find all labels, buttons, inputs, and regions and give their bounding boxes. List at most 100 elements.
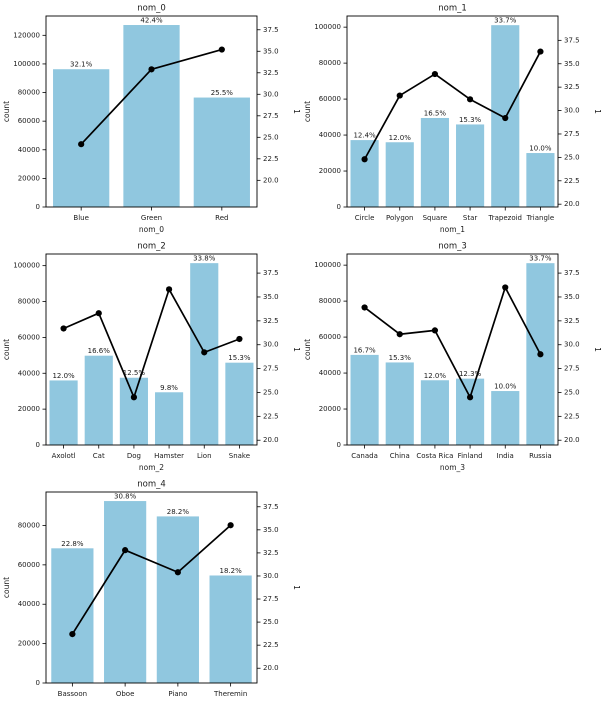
y-tick-label-right: 27.5 xyxy=(564,130,580,138)
bar-Triangle xyxy=(526,153,555,207)
plot-border xyxy=(45,491,258,684)
chart-svg-nom_3: 0 20000 40000 60000 80000 100000 20.0 22.5 25.0 2… xyxy=(303,242,602,473)
bar-Canada xyxy=(350,354,379,445)
y-tick-label-right: 37.5 xyxy=(263,503,279,511)
line-marker xyxy=(396,331,403,338)
bar-value-label: 15.3% xyxy=(389,354,412,362)
x-axis-label: nom_0 xyxy=(139,225,164,234)
y-tick-label-left: 60000 xyxy=(18,117,40,125)
x-tick-label: Triangle xyxy=(526,214,555,222)
x-tick-label: Star xyxy=(463,214,477,222)
y-tick-label-left: 20000 xyxy=(18,405,40,413)
bar-Polygon xyxy=(385,142,414,207)
line-marker xyxy=(236,335,243,343)
y-tick-label-right: 30.0 xyxy=(263,572,279,580)
y-tick-label-right: 22.5 xyxy=(564,412,580,420)
subplot-nom_1: 0 20000 40000 60000 80000 100000 20.0 22.5 25.0 2… xyxy=(301,0,602,238)
line-marker xyxy=(396,92,403,99)
x-axis-label: nom_2 xyxy=(139,463,164,472)
bar-value-label: 15.3% xyxy=(228,354,251,362)
y-tick-label-left: 40000 xyxy=(319,369,341,377)
y-tick-label-right: 22.5 xyxy=(263,155,279,163)
bar-value-label: 16.7% xyxy=(353,346,376,354)
line-marker xyxy=(60,325,67,332)
plot-border xyxy=(45,253,258,446)
bar-Dog xyxy=(119,377,148,445)
y-tick-label-right: 37.5 xyxy=(263,269,279,277)
bar-value-label: 28.2% xyxy=(167,508,190,516)
y-tick-label-left: 0 xyxy=(337,441,341,449)
y-tick-label-right: 32.5 xyxy=(263,69,279,77)
line-marker xyxy=(466,96,474,103)
y-tick-label-right: 25.0 xyxy=(263,618,279,626)
line-series xyxy=(363,51,542,160)
bar-Green xyxy=(123,25,180,207)
bar-value-label: 12.0% xyxy=(52,372,75,380)
bar-value-label: 10.0% xyxy=(494,383,517,391)
x-tick-label: Snake xyxy=(229,452,250,460)
x-tick-label: Axolotl xyxy=(52,452,76,460)
y-tick-label-left: 0 xyxy=(36,203,40,211)
x-axis-label: nom_1 xyxy=(440,225,465,234)
y-tick-label-right: 25.0 xyxy=(564,388,580,396)
y-tick-label-right: 25.0 xyxy=(263,133,279,141)
y-tick-label-left: 80000 xyxy=(18,521,40,529)
y-tick-label-right: 22.5 xyxy=(564,177,580,185)
y-tick-label-left: 20000 xyxy=(18,174,40,182)
y-tick-label-left: 100000 xyxy=(13,60,40,68)
x-tick-label: Cat xyxy=(93,452,105,460)
bar-Blue xyxy=(53,69,110,207)
bar-Star xyxy=(456,124,485,207)
x-tick-label: Lion xyxy=(197,452,212,460)
y-tick-label-left: 120000 xyxy=(13,31,40,39)
y-tick-label-right: 22.5 xyxy=(263,641,279,649)
x-tick-label: Polygon xyxy=(386,214,414,222)
y-tick-label-left: 80000 xyxy=(319,59,341,67)
x-tick-label: Oboe xyxy=(116,690,135,698)
bar-value-label: 12.5% xyxy=(123,369,146,377)
y-tick-label-right: 20.0 xyxy=(263,664,279,672)
chart-svg-nom_0: 0 20000 40000 60000 80000 100000 120000 20.0 22.… xyxy=(2,4,301,235)
line-marker xyxy=(431,327,439,334)
y-tick-label-left: 100000 xyxy=(314,23,341,31)
y-tick-label-right: 32.5 xyxy=(564,83,580,91)
y-axis-label-right: 1 xyxy=(593,109,602,114)
line-series xyxy=(71,524,232,635)
chart-title: nom_0 xyxy=(137,4,166,14)
y-tick-label-right: 27.5 xyxy=(263,112,279,120)
chart-svg-nom_4: 0 20000 40000 60000 80000 20.0 22.5 25.0 27.5 30.… xyxy=(2,480,301,699)
y-tick-label-left: 40000 xyxy=(18,369,40,377)
chart-svg-nom_1: 0 20000 40000 60000 80000 100000 20.0 22.5 25.0 2… xyxy=(303,4,602,235)
x-tick-label: Canada xyxy=(351,452,378,460)
bar-value-label: 10.0% xyxy=(529,145,552,153)
x-tick-label: Circle xyxy=(355,214,375,222)
chart-svg-nom_2: 0 20000 40000 60000 80000 100000 20.0 22.5 25.0 2… xyxy=(2,242,301,473)
y-tick-label-right: 32.5 xyxy=(263,317,279,325)
bar-value-label: 9.8% xyxy=(160,384,178,392)
y-axis-label-left: count xyxy=(2,339,11,360)
y-tick-label-right: 35.0 xyxy=(564,293,580,301)
y-tick-label-left: 40000 xyxy=(18,146,40,154)
y-axis-label-left: count xyxy=(303,339,312,360)
x-tick-label: Square xyxy=(423,214,448,222)
line-marker xyxy=(69,630,76,638)
line-marker xyxy=(227,522,234,529)
y-tick-label-left: 40000 xyxy=(18,600,40,608)
x-tick-label: Piano xyxy=(168,690,187,698)
bar-Piano xyxy=(156,516,199,683)
y-tick-label-left: 0 xyxy=(36,679,40,687)
y-axis-label-right: 1 xyxy=(593,347,602,352)
y-tick-label-right: 20.0 xyxy=(263,176,279,184)
line-marker xyxy=(174,569,181,576)
y-tick-label-right: 27.5 xyxy=(564,365,580,373)
bar-Costa Rica xyxy=(420,380,449,445)
line-marker xyxy=(361,304,368,311)
bar-value-label: 18.2% xyxy=(220,567,243,575)
bar-Finland xyxy=(456,378,485,445)
y-tick-label-right: 25.0 xyxy=(564,153,580,161)
line-marker xyxy=(502,284,509,291)
line-marker xyxy=(361,156,368,163)
y-tick-label-right: 35.0 xyxy=(564,60,580,68)
y-tick-label-right: 20.0 xyxy=(564,436,580,444)
bar-value-label: 33.7% xyxy=(529,255,552,263)
